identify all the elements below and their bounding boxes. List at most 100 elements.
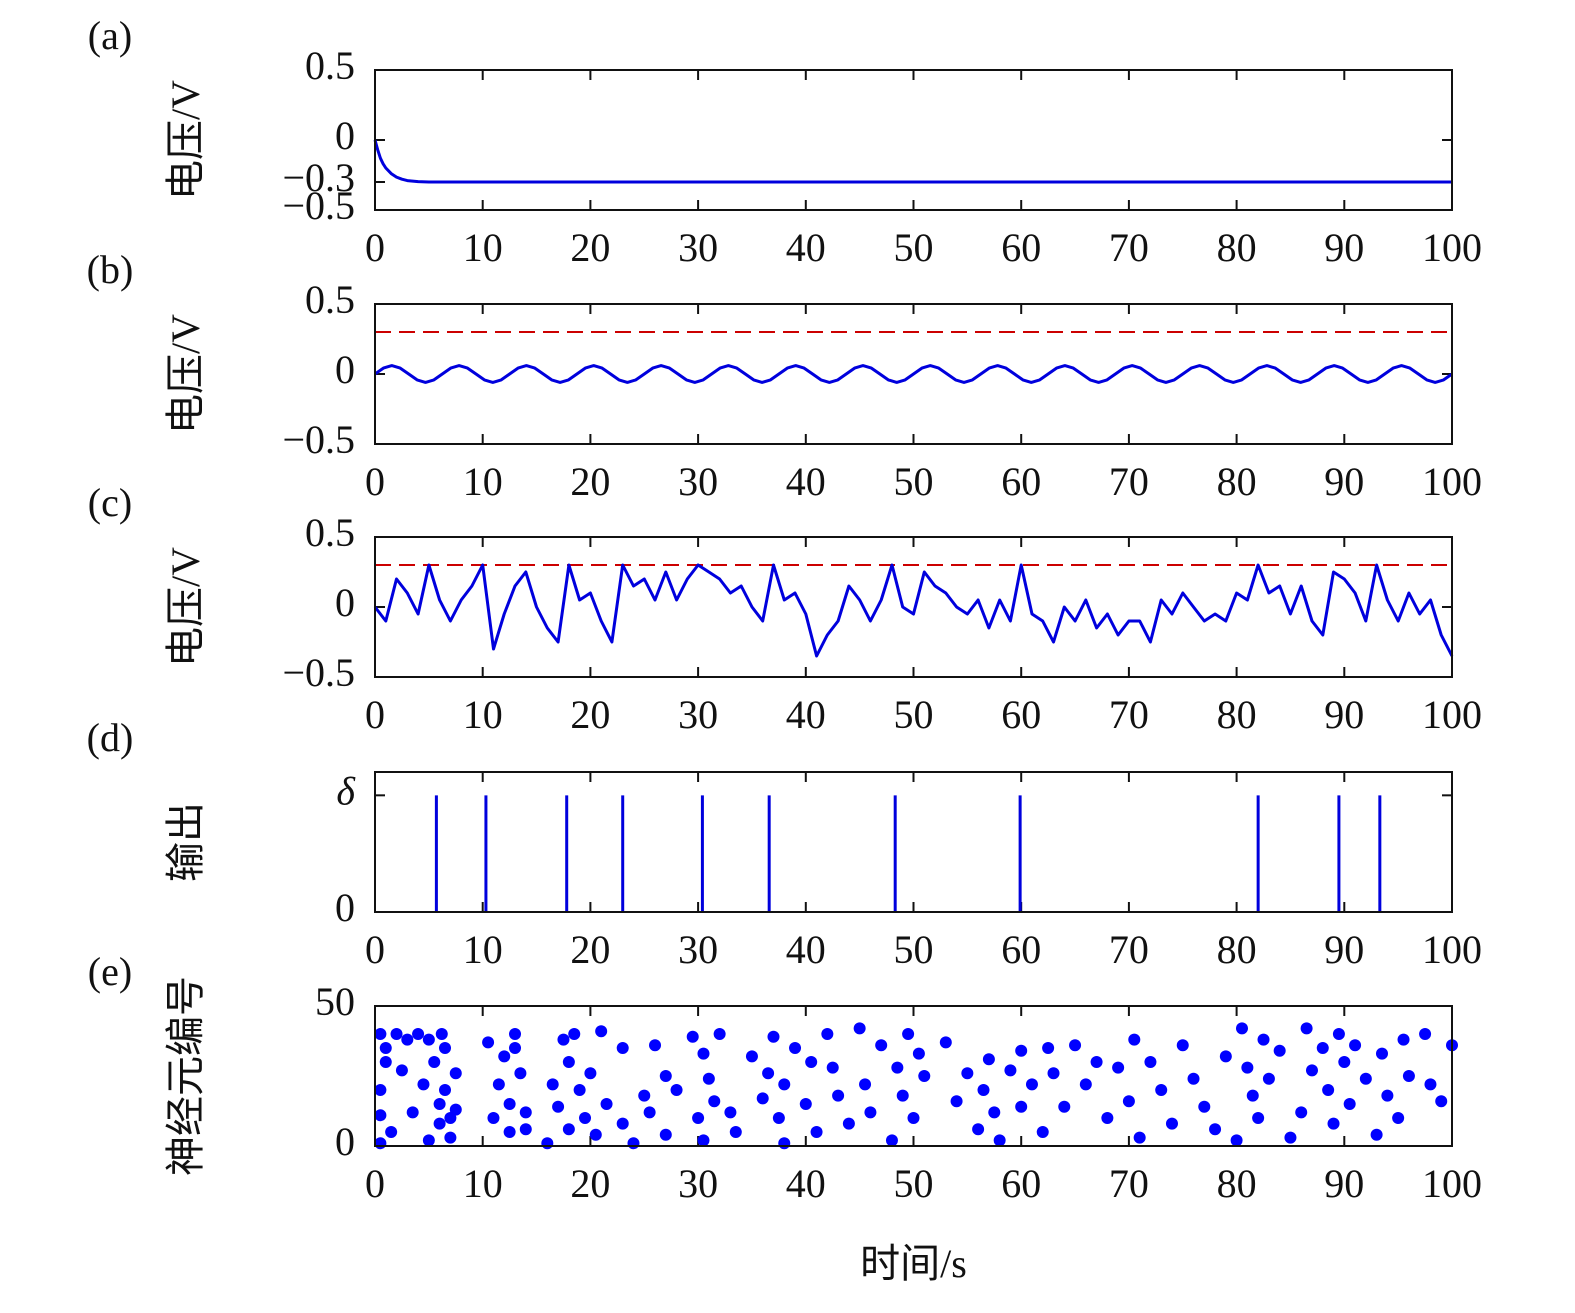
x-tick-label: 90 xyxy=(1324,692,1364,737)
y-tick-label: 50 xyxy=(315,979,355,1024)
spike-dot xyxy=(422,1033,435,1046)
spike-dot xyxy=(1209,1123,1222,1136)
plot-frame xyxy=(374,1005,1453,1147)
y-tick-label: 0 xyxy=(335,113,355,158)
spike-dot xyxy=(697,1134,710,1147)
x-tick-label: 60 xyxy=(1001,927,1041,972)
spike-dot xyxy=(444,1131,457,1144)
spike-dot xyxy=(697,1047,710,1060)
spike-dot xyxy=(686,1030,699,1043)
spike-dot xyxy=(853,1022,866,1035)
x-tick-label: 80 xyxy=(1217,1161,1257,1206)
spike-dot xyxy=(1069,1039,1082,1052)
spike-dot xyxy=(406,1106,419,1119)
spike-dot xyxy=(503,1126,516,1138)
x-tick-label: 0 xyxy=(365,459,385,504)
spike-dot xyxy=(1343,1098,1356,1110)
spike-dot xyxy=(401,1033,414,1046)
spike-dot xyxy=(433,1098,446,1110)
plot-frame xyxy=(374,771,1453,913)
y-tick-label: −0.5 xyxy=(282,650,355,695)
x-tick-label: 50 xyxy=(894,459,934,504)
spike-dot xyxy=(1230,1134,1243,1147)
spike-dot xyxy=(713,1028,726,1040)
spike-dot xyxy=(659,1128,672,1141)
spike-dot xyxy=(891,1061,904,1074)
spike-dot xyxy=(1424,1078,1437,1091)
spike-dot xyxy=(503,1098,516,1110)
x-tick-label: 50 xyxy=(894,1161,934,1206)
x-tick-label: 40 xyxy=(786,459,826,504)
x-tick-label: 0 xyxy=(365,927,385,972)
spike-dot xyxy=(918,1070,931,1082)
x-tick-label: 40 xyxy=(786,1161,826,1206)
x-tick-label: 40 xyxy=(786,225,826,270)
x-tick-label: 10 xyxy=(463,225,503,270)
spike-dot xyxy=(589,1128,602,1141)
spike-dot xyxy=(885,1134,898,1147)
y-tick-label: 0.5 xyxy=(305,43,355,88)
spike-dot xyxy=(1219,1050,1232,1063)
y-axis-label: 电压/V xyxy=(163,314,208,434)
spike-dot xyxy=(1155,1084,1168,1096)
y-axis-label: 输出 xyxy=(163,802,208,882)
spike-dot xyxy=(902,1028,915,1040)
x-tick-label: 50 xyxy=(894,927,934,972)
spike-dot xyxy=(627,1137,640,1150)
y-tick-label: 0 xyxy=(335,580,355,625)
spike-dot xyxy=(1122,1095,1135,1108)
spike-dot xyxy=(1435,1095,1448,1108)
x-tick-label: 20 xyxy=(570,1161,610,1206)
x-tick-label: 100 xyxy=(1422,692,1482,737)
spike-dot xyxy=(859,1078,872,1091)
panel-label: (a) xyxy=(88,13,132,58)
spike-dot xyxy=(1402,1070,1415,1082)
spike-dot xyxy=(864,1106,877,1119)
x-tick-label: 70 xyxy=(1109,1161,1149,1206)
spike-dot xyxy=(1047,1067,1060,1080)
spike-dot xyxy=(600,1098,613,1110)
spike-dot xyxy=(492,1078,505,1091)
spike-dot xyxy=(702,1072,715,1085)
y-tick-label: 0 xyxy=(335,347,355,392)
spike-dot xyxy=(778,1137,791,1150)
spike-dot xyxy=(1133,1131,1146,1144)
x-tick-label: 0 xyxy=(365,692,385,737)
x-tick-label: 30 xyxy=(678,459,718,504)
x-tick-label: 10 xyxy=(463,927,503,972)
spike-dot xyxy=(1036,1126,1049,1138)
spike-dot xyxy=(1079,1078,1092,1091)
spike-dot xyxy=(417,1078,430,1091)
x-tick-label: 10 xyxy=(463,1161,503,1206)
spike-dot xyxy=(1332,1028,1345,1040)
spike-dot xyxy=(729,1126,742,1138)
spike-dot xyxy=(584,1067,597,1080)
spike-dot xyxy=(1235,1022,1248,1035)
spike-dot xyxy=(557,1033,570,1046)
x-tick-label: 90 xyxy=(1324,1161,1364,1206)
spike-dot xyxy=(439,1084,452,1096)
spike-dot xyxy=(1370,1128,1383,1141)
x-tick-label: 100 xyxy=(1422,459,1482,504)
x-tick-label: 60 xyxy=(1001,1161,1041,1206)
spike-dot xyxy=(616,1042,629,1054)
panel-label: (d) xyxy=(87,715,134,760)
spike-dot xyxy=(1316,1042,1329,1054)
spike-dot xyxy=(805,1056,818,1068)
spike-dot xyxy=(519,1106,532,1119)
x-tick-label: 100 xyxy=(1422,927,1482,972)
spike-dot xyxy=(568,1028,581,1040)
spike-dot xyxy=(1042,1042,1055,1054)
spike-dot xyxy=(1101,1112,1114,1124)
spike-dot xyxy=(1327,1117,1340,1130)
x-tick-label: 40 xyxy=(786,927,826,972)
spike-dot xyxy=(379,1042,392,1054)
x-tick-label: 70 xyxy=(1109,927,1149,972)
spike-dot xyxy=(439,1042,452,1054)
y-axis-label: 神经元编号 xyxy=(163,976,208,1176)
x-tick-label: 20 xyxy=(570,692,610,737)
x-tick-label: 20 xyxy=(570,459,610,504)
spike-dot xyxy=(573,1084,586,1096)
spike-dot xyxy=(1187,1072,1200,1085)
spike-dot xyxy=(1241,1061,1254,1074)
